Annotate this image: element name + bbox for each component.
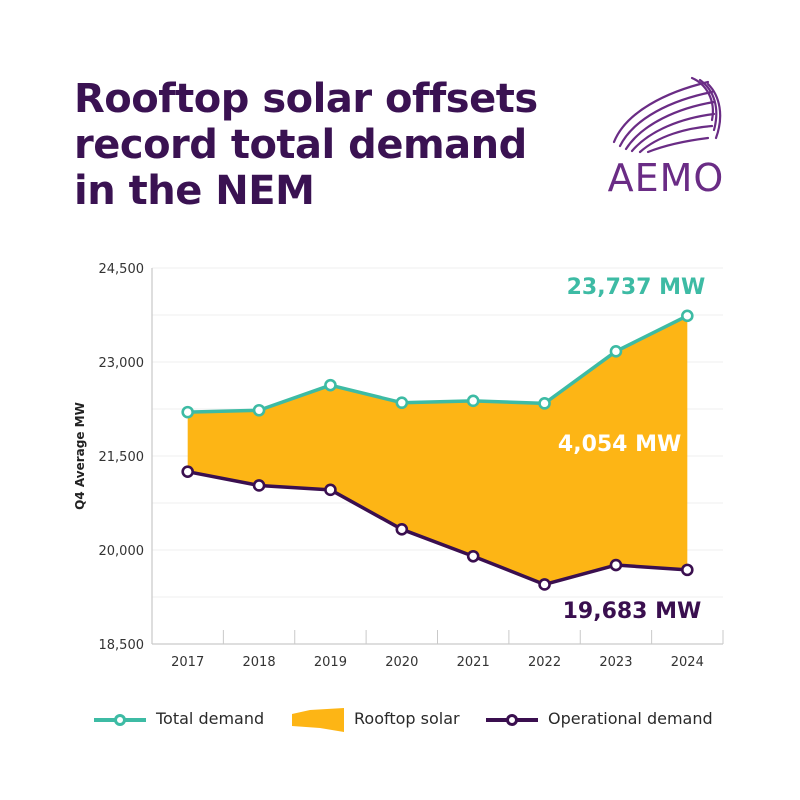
operational-demand-point [395,523,409,536]
y-tick-label: 18,500 [99,638,145,653]
legend-total-line-icon [94,714,146,726]
operational-demand-point [466,549,480,563]
legend-operational-line-icon [486,714,538,726]
x-tick-label: 2023 [599,655,632,670]
title-line-3: in the NEM [74,168,315,214]
legend-operational-label: Operational demand [548,709,713,728]
total-demand-point [181,405,194,419]
x-tick-label: 2019 [314,655,347,670]
rooftop-solar-area [187,315,688,585]
total-demand-point [609,345,623,358]
legend-total-label: Total demand [156,709,265,728]
aemo-logo-text: AEMO [607,156,725,200]
operational-demand-point [181,465,194,478]
total-demand-point [324,378,337,392]
series-lines [185,314,690,587]
operational-demand-line [185,469,690,587]
y-tick-label: 20,000 [99,544,145,559]
total-demand-point [466,394,480,408]
total-demand-point [395,396,409,410]
page-title: Rooftop solar offsets record total deman… [74,76,594,214]
axes [151,268,724,645]
operational-demand-point [252,479,266,492]
operational-demand-point [609,558,623,572]
x-tick-label: 2017 [171,655,204,670]
x-tick-label: 2021 [457,655,490,670]
aemo-logo: AEMO [596,72,736,202]
operational-demand-point [538,578,551,591]
title-line-1: Rooftop solar offsets [74,76,538,122]
title-line-2: record total demand [74,122,527,168]
y-tick-label: 24,500 [99,262,145,277]
total-demand-line [185,314,690,414]
legend-solar-label: Rooftop solar [354,709,460,728]
total-demand-point [538,397,551,410]
total-demand-annotation: 23,737 MW [567,275,706,300]
operational-demand-point [681,563,694,577]
total-demand-point [681,309,694,323]
rooftop-solar-area-layer [187,315,688,585]
rooftop-solar-annotation: 4,054 MW [558,432,681,457]
total-demand-point [252,403,266,417]
x-tick-label: 2022 [528,655,561,670]
operational-demand-point [324,483,337,497]
chart-labels: 18,500 20,000 21,500 23,000 24,500 2017 2018 20… [73,262,705,670]
aemo-swirl-icon [612,76,722,154]
legend-solar-area-icon [292,708,344,732]
y-tick-label: 21,500 [99,450,145,465]
x-tick-label: 2024 [671,655,704,670]
x-tick-label: 2018 [243,655,276,670]
y-tick-label: 23,000 [99,356,145,371]
series-points [181,309,694,591]
chart-legend: Total demand Rooftop solar Operational d… [0,706,800,734]
x-tick-label: 2020 [385,655,418,670]
y-axis-label: Q4 Average MW [73,402,87,510]
operational-demand-annotation: 19,683 MW [563,599,702,624]
